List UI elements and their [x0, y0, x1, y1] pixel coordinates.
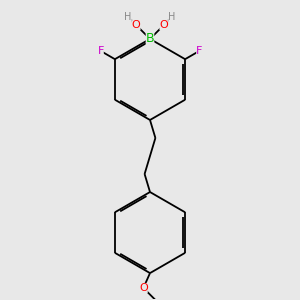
Text: H: H	[168, 12, 175, 22]
Text: O: O	[159, 20, 168, 30]
Text: F: F	[196, 46, 203, 56]
Text: H: H	[124, 12, 132, 22]
Text: B: B	[146, 32, 154, 45]
Text: O: O	[139, 283, 148, 293]
Text: O: O	[132, 20, 141, 30]
Text: F: F	[98, 46, 104, 56]
